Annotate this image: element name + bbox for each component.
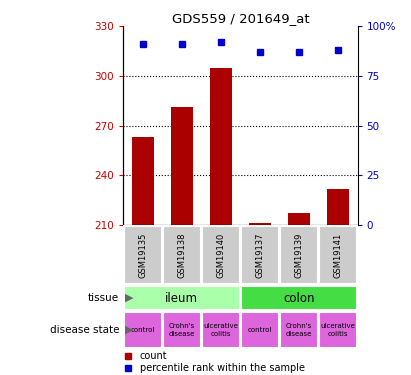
Title: GDS559 / 201649_at: GDS559 / 201649_at bbox=[172, 12, 309, 25]
Bar bbox=[132, 137, 154, 225]
Bar bbox=[249, 224, 271, 225]
Text: ileum: ileum bbox=[165, 292, 199, 304]
Bar bbox=[124, 226, 162, 284]
Text: ulcerative
colitis: ulcerative colitis bbox=[203, 324, 238, 336]
Text: Crohn's
disease: Crohn's disease bbox=[169, 324, 195, 336]
Text: GSM19135: GSM19135 bbox=[139, 232, 147, 278]
Text: GSM19141: GSM19141 bbox=[334, 232, 342, 278]
Text: colon: colon bbox=[283, 292, 315, 304]
Bar bbox=[327, 189, 349, 225]
Bar bbox=[319, 226, 357, 284]
Text: GSM19137: GSM19137 bbox=[256, 232, 264, 278]
Text: tissue: tissue bbox=[88, 293, 119, 303]
Bar bbox=[210, 68, 232, 225]
Text: GSM19140: GSM19140 bbox=[217, 232, 225, 278]
Text: control: control bbox=[131, 327, 155, 333]
Bar bbox=[171, 107, 193, 225]
Bar bbox=[241, 226, 279, 284]
Bar bbox=[241, 286, 357, 310]
Bar bbox=[288, 213, 310, 225]
Text: Crohn's
disease: Crohn's disease bbox=[286, 324, 312, 336]
Bar bbox=[202, 312, 240, 348]
Text: count: count bbox=[140, 351, 167, 361]
Text: disease state: disease state bbox=[50, 325, 119, 335]
Bar bbox=[319, 312, 357, 348]
Bar bbox=[124, 312, 162, 348]
Text: control: control bbox=[248, 327, 272, 333]
Bar bbox=[163, 312, 201, 348]
Bar bbox=[280, 226, 318, 284]
Text: percentile rank within the sample: percentile rank within the sample bbox=[140, 363, 305, 374]
Bar bbox=[163, 226, 201, 284]
Bar bbox=[124, 286, 240, 310]
Bar bbox=[202, 226, 240, 284]
Bar bbox=[280, 312, 318, 348]
Text: ▶: ▶ bbox=[125, 325, 134, 335]
Text: ▶: ▶ bbox=[125, 293, 134, 303]
Text: ulcerative
colitis: ulcerative colitis bbox=[321, 324, 356, 336]
Text: GSM19139: GSM19139 bbox=[295, 232, 303, 278]
Bar bbox=[241, 312, 279, 348]
Text: GSM19138: GSM19138 bbox=[178, 232, 186, 278]
